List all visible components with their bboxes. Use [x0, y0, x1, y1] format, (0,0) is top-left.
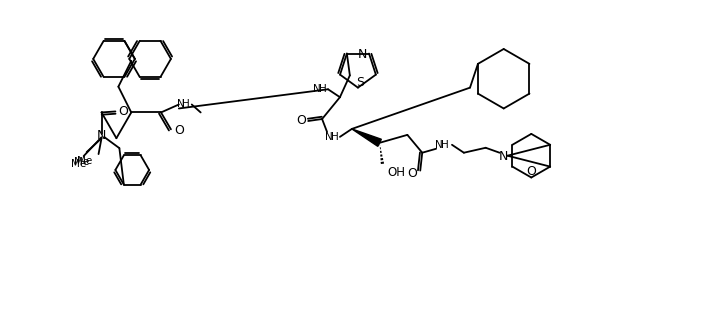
Text: O: O	[296, 114, 306, 128]
Text: N: N	[177, 98, 184, 109]
Text: O: O	[408, 167, 417, 180]
Text: O: O	[118, 105, 128, 118]
Text: S: S	[356, 76, 364, 89]
Text: H: H	[319, 84, 327, 94]
Text: O: O	[174, 124, 184, 137]
Text: N: N	[499, 150, 508, 163]
Text: O: O	[527, 165, 536, 178]
Text: OH: OH	[387, 166, 406, 179]
Text: Me: Me	[77, 156, 92, 166]
Text: N: N	[435, 140, 443, 150]
Text: H: H	[441, 140, 449, 150]
Text: H: H	[331, 132, 339, 142]
Polygon shape	[352, 129, 382, 146]
Text: N: N	[325, 132, 333, 142]
Text: N: N	[97, 129, 106, 142]
Text: Me: Me	[74, 157, 89, 167]
Text: H: H	[182, 98, 189, 109]
Text: Me: Me	[71, 159, 87, 169]
Text: N: N	[313, 84, 321, 94]
Text: N: N	[358, 48, 367, 61]
